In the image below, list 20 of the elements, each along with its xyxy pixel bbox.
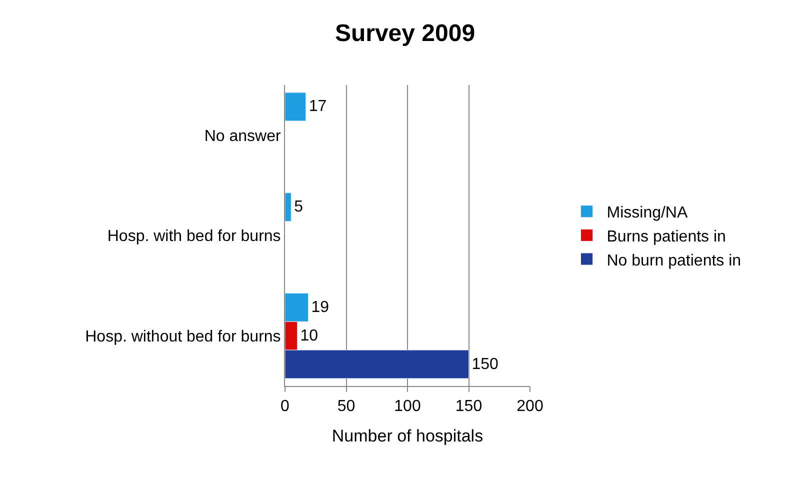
x-tick-label: 200 xyxy=(516,398,544,416)
bar xyxy=(285,192,292,222)
data-label: 150 xyxy=(472,356,499,373)
chart-title: Survey 2009 xyxy=(334,20,476,48)
data-label: 5 xyxy=(294,198,304,216)
data-label: 17 xyxy=(308,98,327,116)
legend-label: No burn patients in xyxy=(606,252,742,270)
data-label: 19 xyxy=(311,298,330,316)
bar xyxy=(285,92,306,122)
legend-label: Burns patients in xyxy=(606,228,726,246)
data-label: 10 xyxy=(300,327,318,344)
y-tick-label: Hosp. with bed for burns xyxy=(107,228,281,246)
legend-label: Missing/NA xyxy=(606,204,688,222)
x-tick-label: 100 xyxy=(394,398,421,416)
y-tick-label: No answer xyxy=(204,128,282,145)
x-tick-label: 0 xyxy=(280,398,290,416)
x-tick-label: 50 xyxy=(337,398,356,416)
y-tick-label: Hosp. without bed for burns xyxy=(85,328,281,346)
x-axis-title: Number of hospitals xyxy=(332,426,484,446)
x-tick-label: 150 xyxy=(455,398,482,416)
